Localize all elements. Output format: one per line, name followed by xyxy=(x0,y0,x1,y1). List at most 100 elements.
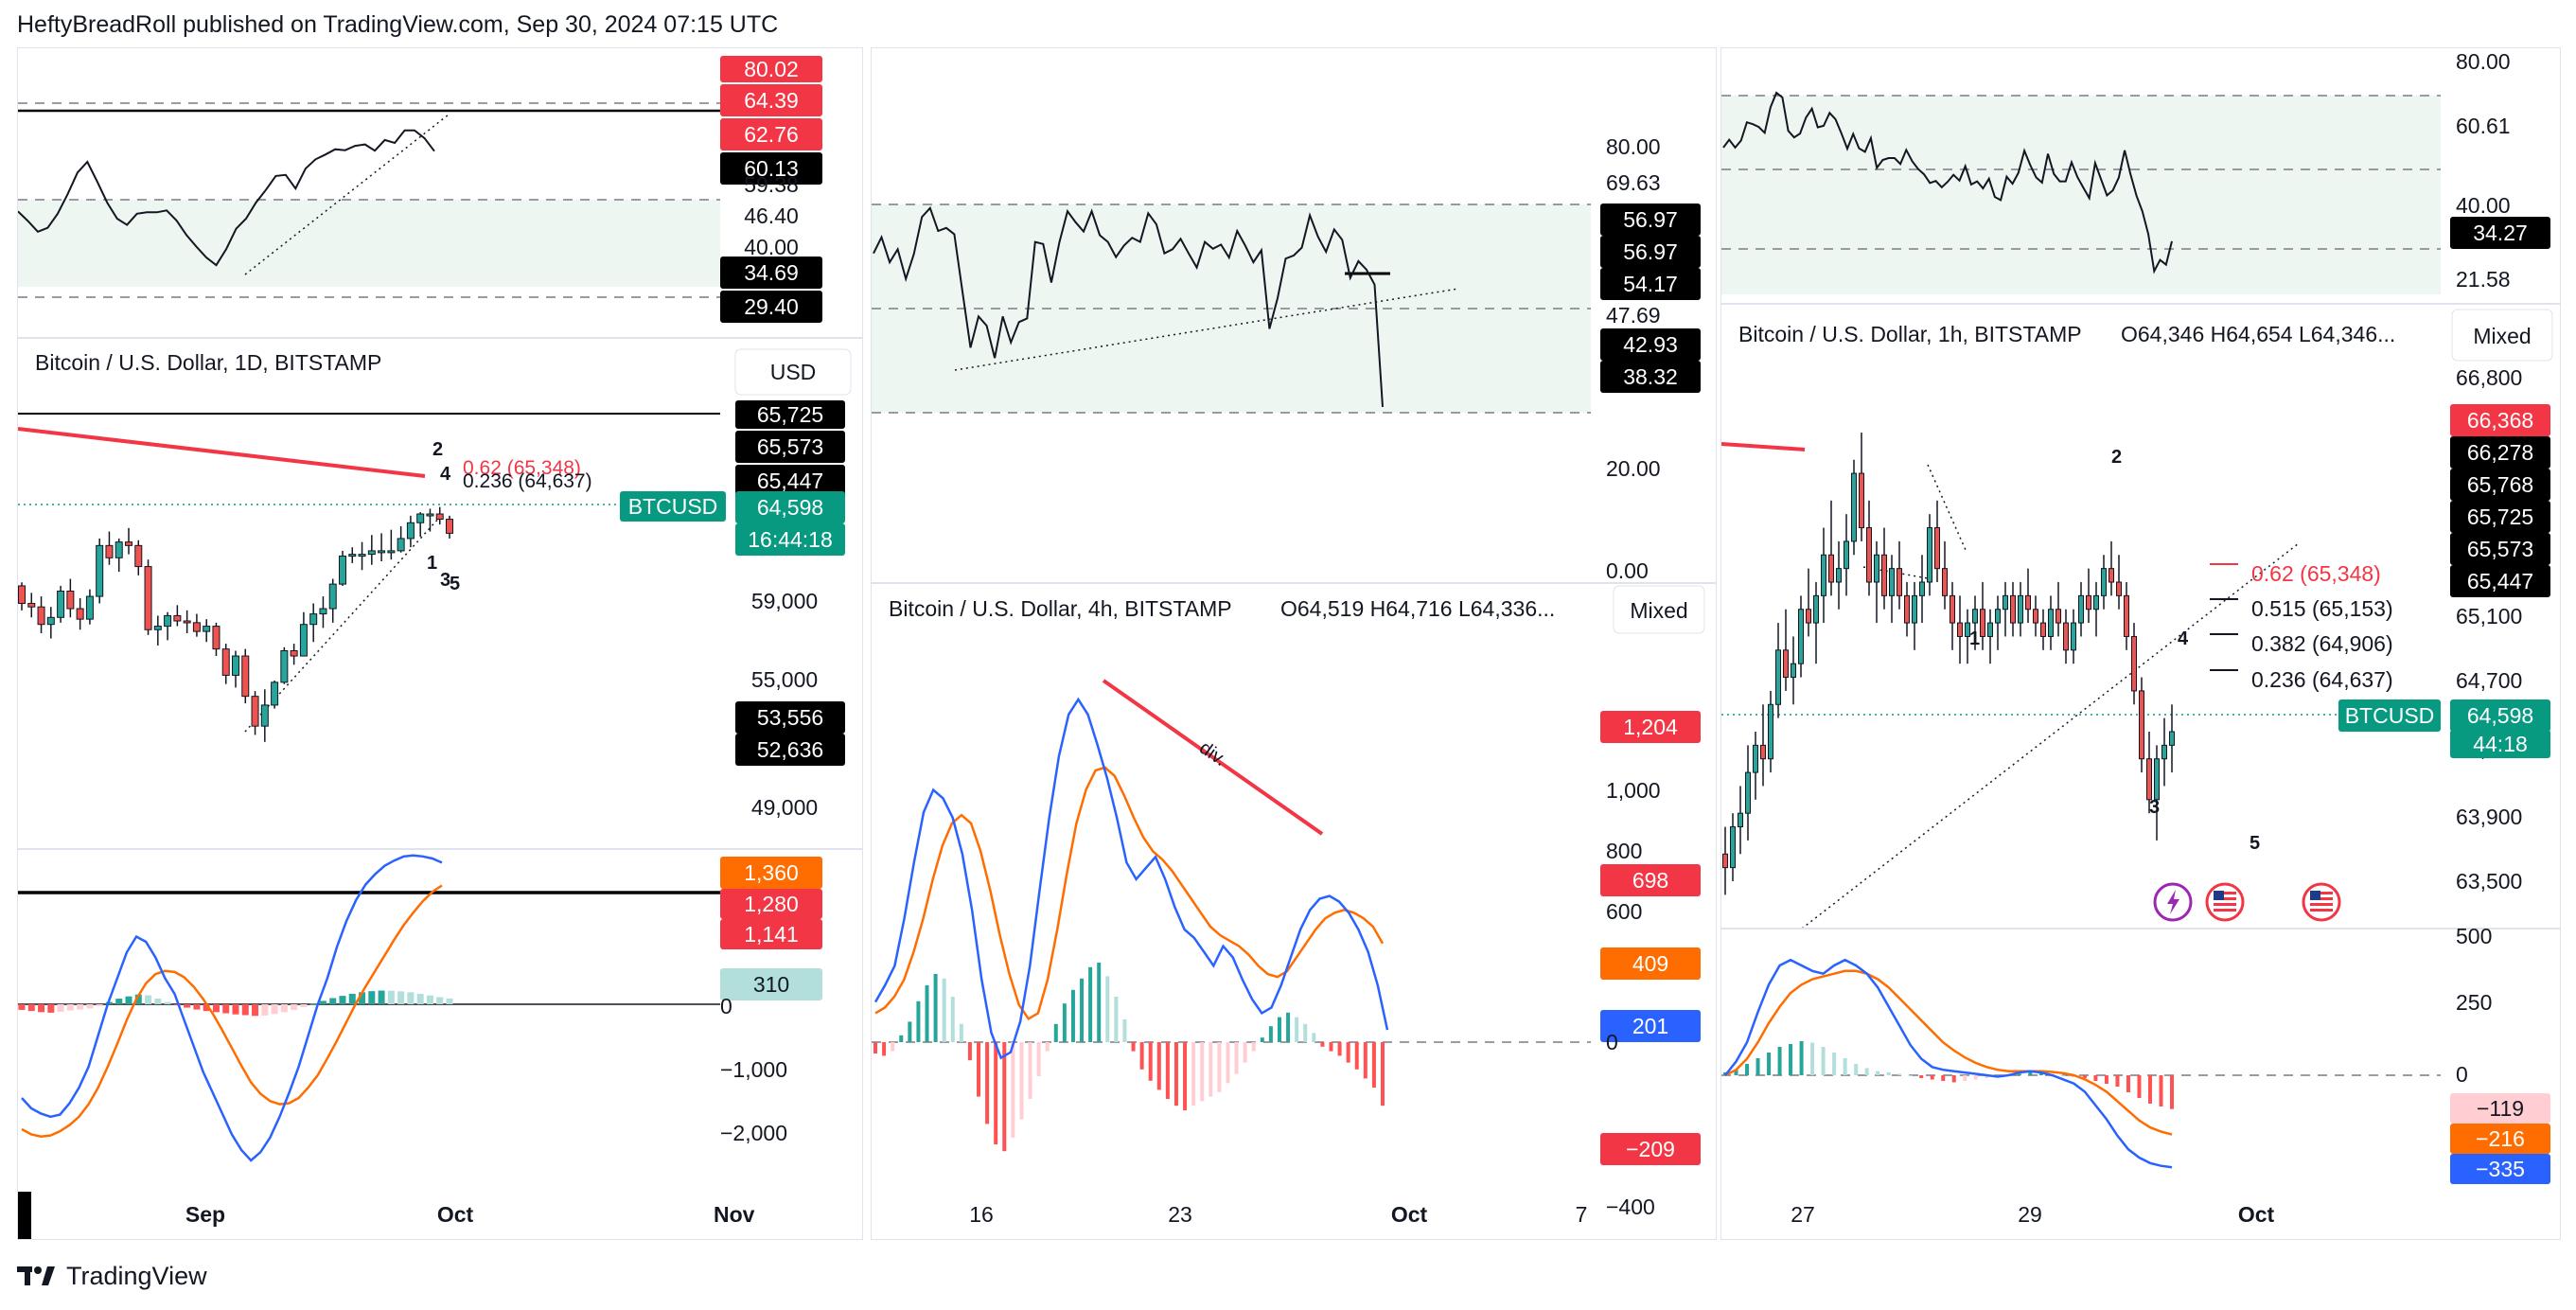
candle-up xyxy=(387,550,396,554)
macd-hist-bar xyxy=(1251,1042,1256,1052)
rsi-label-bg xyxy=(720,291,822,323)
candle-down xyxy=(2131,635,2137,692)
chart-panel-1d[interactable]: 80.02 64.39 62.76 60.13 59.38 46.40 40.00 34.69… xyxy=(17,47,863,1240)
time-axis-label: Sep xyxy=(185,1202,225,1227)
candle-down xyxy=(1904,594,1910,624)
mode-label-4h: Mixed xyxy=(1630,598,1687,623)
macd-hist-bar xyxy=(1088,966,1093,1042)
macd-hist-bar xyxy=(950,997,955,1042)
candle-down xyxy=(2040,622,2046,637)
mode-button-1h[interactable] xyxy=(2451,309,2553,362)
macd-hist-bar xyxy=(1260,1037,1264,1042)
event-icons-1h[interactable] xyxy=(2153,882,2341,922)
macd-hist-bar xyxy=(1028,1042,1032,1099)
rsi-labels-1h: 80.00 60.61 40.00 34.27 21.58 xyxy=(2450,49,2550,292)
macd-signal-line-1d xyxy=(21,884,443,1138)
candle-up xyxy=(397,538,405,552)
rsi-label: 42.93 xyxy=(1623,332,1678,357)
currency-button-1d[interactable] xyxy=(734,348,852,396)
macd-line-4h xyxy=(873,697,1389,1060)
candle-up xyxy=(2048,609,2054,637)
scroll-handle-1d[interactable] xyxy=(18,1192,31,1239)
rsi-line-4h xyxy=(873,205,1384,407)
price-labels-1h: 66,800 66,368 66,278 65,768 65,725 65,573 65,4… xyxy=(2338,365,2550,894)
macd-hist-bar xyxy=(1173,1042,1178,1106)
macd-hist-bar xyxy=(436,997,444,1004)
candle-down xyxy=(1950,594,1955,624)
macd-label: −216 xyxy=(2476,1126,2525,1151)
level-label: 65,447 xyxy=(2467,569,2533,593)
candle-down xyxy=(1722,853,1728,869)
macd-hist-bar xyxy=(1243,1042,1247,1063)
rsi-axis-label: 60.61 xyxy=(2456,114,2511,138)
candle-up xyxy=(271,682,279,706)
candle-down xyxy=(1760,744,1766,760)
macd-hist-bar xyxy=(271,1004,278,1015)
macd-hist-bar xyxy=(1908,1075,1913,1076)
flag-stripe xyxy=(2310,897,2333,900)
candle-up xyxy=(2154,758,2160,801)
last-price-badge-bg xyxy=(2450,699,2550,732)
macd-hist-bar xyxy=(359,992,366,1004)
macd-label: 310 xyxy=(753,972,789,997)
rsi-label: 62.76 xyxy=(744,122,799,147)
macd-labels-1h: 500 250 0 −119 −216 −335 xyxy=(2450,924,2550,1184)
chart-panel-4h[interactable]: 80.00 69.63 56.97 56.97 54.17 47.69 42.93 38.32… xyxy=(871,47,1717,1240)
flag-stripe xyxy=(2214,909,2236,912)
macd-hist-bar xyxy=(184,1004,191,1008)
macd-hist-bar xyxy=(925,985,929,1042)
macd-hist-bar xyxy=(1756,1058,1760,1075)
macd-label: −119 xyxy=(2477,1096,2524,1121)
macd-hist-bar xyxy=(1268,1026,1273,1042)
macd-hist-bar xyxy=(125,996,132,1004)
candle-down xyxy=(192,622,201,632)
candle-up xyxy=(2161,744,2167,760)
price-labels-1d: 65,725 65,573 65,447 BTCUSD 64,598 16:44:18 59… xyxy=(620,400,845,820)
level-label: 53,556 xyxy=(757,705,823,730)
candle-up xyxy=(260,704,269,727)
candle-down xyxy=(2063,622,2069,651)
macd-hist-bar xyxy=(1799,1041,1804,1075)
candle-up xyxy=(1798,609,1804,664)
macd-label-bg xyxy=(720,889,822,919)
macd-hist-bar xyxy=(1930,1075,1934,1080)
macd-hist-bar xyxy=(1810,1042,1815,1075)
rsi-axis-label: 21.58 xyxy=(2456,267,2511,292)
candle-up xyxy=(57,591,65,618)
candle-up xyxy=(1821,554,1826,596)
wave-label: 3 xyxy=(440,570,450,591)
candle-down xyxy=(27,602,36,608)
macd-hist-bar xyxy=(1734,1070,1738,1075)
candle-up xyxy=(1768,703,1773,760)
macd-hist-bar xyxy=(1973,1075,1978,1080)
candle-down xyxy=(183,620,191,624)
macd-hist-bar xyxy=(1337,1042,1342,1056)
us-flag-icon[interactable] xyxy=(2205,882,2245,922)
mode-button-4h[interactable] xyxy=(1613,585,1705,634)
candle-up xyxy=(378,550,386,554)
us-flag-icon[interactable] xyxy=(2302,882,2341,922)
level-label: 65,725 xyxy=(757,402,823,427)
macd-hist-bar xyxy=(959,1023,963,1042)
wave-label: 3 xyxy=(2149,797,2160,818)
macd-hist-bar xyxy=(57,1004,64,1012)
chart-4h-svg[interactable]: 80.00 69.63 56.97 56.97 54.17 47.69 42.93 38.32… xyxy=(872,48,1716,1239)
macd-hist-bar xyxy=(261,1004,269,1016)
macd-hist-bar xyxy=(309,1003,317,1005)
candle-up xyxy=(1912,594,1917,624)
macd-hist-bar xyxy=(115,999,123,1004)
tradingview-footer[interactable]: TradingView xyxy=(17,1259,207,1293)
chart-1h-svg[interactable]: 80.00 60.61 40.00 34.27 21.58 Bitcoin / U.S.… xyxy=(1721,48,2560,1239)
macd-hist-bar xyxy=(2115,1075,2120,1087)
macd-hist-bar xyxy=(2028,1072,2033,1075)
macd-hist-bar xyxy=(368,991,376,1004)
candle-down xyxy=(125,541,132,546)
chart-panel-1h[interactable]: 80.00 60.61 40.00 34.27 21.58 Bitcoin / U.S.… xyxy=(1720,47,2561,1240)
wave-labels-1d: 1 2 3 4 5 xyxy=(427,439,460,594)
rsi-label-bg xyxy=(1600,328,1701,361)
macd-hist-bar xyxy=(1286,1012,1291,1042)
flag-canton xyxy=(2214,891,2224,900)
wave-1-trendline-a xyxy=(1862,566,1929,579)
